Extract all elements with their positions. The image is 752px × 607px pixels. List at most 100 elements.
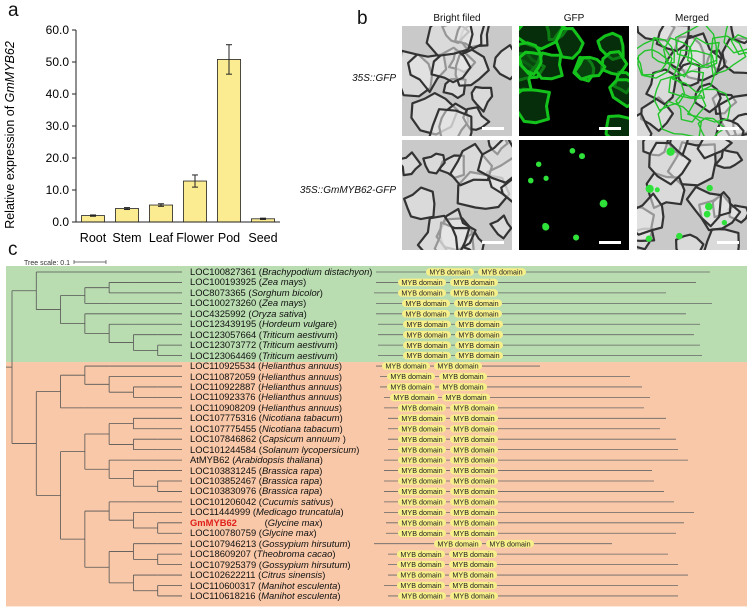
species-name: Helianthus annuus — [261, 401, 339, 413]
gene-id: LOC110908209 — [190, 401, 256, 413]
paren-open: ( — [256, 297, 262, 309]
gene-id: LOC107775316 — [190, 412, 257, 424]
myb-domain-box — [398, 445, 446, 454]
myb-domain-box — [450, 456, 498, 464]
bar-leaf — [149, 204, 173, 223]
paren-open: ( — [256, 349, 262, 361]
tip-label: LOC11444999 (Medicago truncatula) — [190, 507, 344, 517]
myb-domain-box — [397, 560, 445, 569]
myb-domain-label: MYB domain — [401, 424, 442, 433]
tip-label: LOC101206042 (Cucumis sativus) — [190, 496, 333, 507]
y-tick-label: 10.0 — [46, 183, 70, 197]
tree-scale-label: Tree scale: 0.1 — [24, 260, 70, 267]
species-name: Gossypium hirsutum — [261, 558, 348, 570]
paren-open: ( — [256, 422, 262, 434]
species-name: Medicago truncatula — [256, 506, 341, 518]
myb-domain-box — [449, 550, 497, 558]
domain-row: MYB domain MYB domain — [376, 362, 540, 371]
myb-domain-box — [450, 404, 498, 412]
myb-domain-box — [398, 414, 446, 423]
expression-bar-chart: Relative expression of GmMYB62 0.0 10.0 20… — [3, 23, 280, 245]
myb-domain-label: MYB domain — [401, 592, 442, 601]
myb-domain-label: MYB domain — [401, 435, 442, 444]
species-name: Arabidopsis thaliana — [235, 454, 320, 466]
myb-domain-box — [455, 351, 503, 360]
myb-domain-label: MYB domain — [405, 299, 446, 308]
species-name: Brachypodium distachyon — [261, 266, 370, 277]
myb-domain-label: MYB domain — [457, 309, 498, 318]
myb-domain-label: MYB domain — [458, 320, 499, 329]
paren-open: ( — [256, 266, 262, 277]
myb-domain-box — [398, 529, 446, 538]
gene-id: LOC103852467 — [190, 475, 257, 486]
x-tick-label-seed: Seed — [248, 231, 277, 245]
error-bar-pod — [226, 44, 232, 75]
myb-domain-box — [450, 424, 498, 433]
paren-open: ( — [251, 548, 257, 560]
domain-row: MYB domain MYB domain — [378, 351, 702, 360]
myb-domain-box — [450, 435, 498, 443]
error-bar-root — [90, 214, 96, 217]
panel-b-letter: b — [357, 8, 368, 29]
myb-domain-label: MYB domain — [453, 278, 494, 287]
myb-domain-box — [398, 487, 446, 496]
species-name: Helianthus annuus — [261, 380, 339, 392]
species-name: Capsicum annuum — [261, 433, 343, 445]
paren-close: ) — [338, 370, 343, 382]
merged-image-gmmyb62 — [637, 140, 747, 250]
species-name: Oryza sativa — [251, 307, 304, 319]
gene-id: LOC123439195 — [190, 318, 257, 330]
bar-pod — [217, 59, 241, 223]
myb-domain-label: MYB domain — [453, 477, 494, 486]
myb-domain-box — [398, 519, 446, 527]
myb-domain-label: MYB domain — [390, 372, 431, 381]
gene-id: LOC101244584 — [190, 443, 257, 455]
species-name: Helianthus annuus — [261, 360, 339, 372]
myb-domain-label: MYB domain — [401, 414, 442, 423]
column-header-gfp: GFP — [563, 13, 585, 24]
myb-domain-box — [403, 320, 451, 329]
domain-row: MYB domain MYB domain — [384, 403, 644, 412]
paren-close: ) — [337, 589, 341, 601]
tip-label: LOC123057664 (Triticum aestivum) — [190, 328, 338, 340]
paren-open: ( — [255, 569, 262, 581]
gene-id: LOC103830976 — [190, 485, 257, 497]
paren-close: ) — [356, 443, 360, 455]
myb-domain-label: MYB domain — [453, 592, 494, 601]
paren-open: ( — [256, 537, 262, 549]
myb-domain-box — [454, 299, 502, 308]
y-axis-label: Relative expression of GmMYB62 — [3, 41, 17, 229]
myb-domain-label: MYB domain — [453, 529, 494, 538]
gene-id: LOC123057664 — [190, 328, 257, 340]
microscopy-panel: Bright filed GFP Merged — [400, 6, 752, 252]
myb-domain-label: MYB domain — [458, 341, 499, 350]
paren-close: ) — [319, 464, 323, 476]
y-tick-label: 0.0 — [52, 215, 69, 229]
x-tick-label-stem: Stem — [112, 231, 141, 245]
myb-domain-box — [387, 383, 435, 391]
myb-domain-box — [450, 289, 498, 297]
myb-domain-label: MYB domain — [406, 320, 447, 329]
myb-domain-label: MYB domain — [445, 393, 486, 402]
species-name: Brassica rapa — [261, 485, 320, 497]
row-label-35s-gmmyb62-gfp: 35S::GmMYB62-GFP — [299, 185, 396, 196]
myb-domain-label: MYB domain — [453, 414, 494, 423]
species-name: Nicotiana tabacum — [261, 412, 340, 424]
myb-domain-box — [450, 487, 498, 496]
paren-close: ) — [338, 380, 343, 392]
gene-id: LOC107925379 — [190, 558, 257, 570]
myb-domain-box — [439, 383, 487, 391]
myb-domain-label: MYB domain — [401, 403, 442, 412]
myb-domain-box — [434, 539, 482, 548]
myb-domain-label: MYB domain — [390, 383, 431, 392]
gene-id: LOC102622211 — [190, 569, 256, 581]
paren-close: ) — [322, 569, 326, 581]
paren-open: ( — [256, 443, 262, 455]
myb-domain-label: MYB domain — [400, 560, 441, 569]
paren-open: ( — [256, 475, 262, 486]
paren-open: ( — [256, 558, 262, 570]
species-name: Glycine max — [267, 516, 320, 528]
myb-domain-box — [455, 320, 503, 329]
paren-open: ( — [255, 360, 262, 372]
myb-domain-label: MYB domain — [400, 581, 441, 590]
